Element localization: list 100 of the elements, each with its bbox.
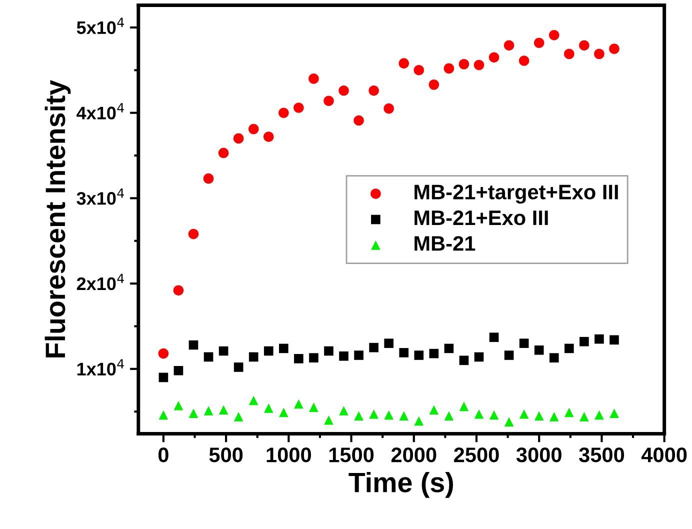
x-tick-label: 2500 xyxy=(454,448,499,462)
x-tick-label: 2000 xyxy=(391,448,436,462)
point xyxy=(234,412,244,422)
point xyxy=(580,336,589,346)
point xyxy=(354,115,364,126)
point xyxy=(339,351,348,361)
point xyxy=(294,354,304,364)
point xyxy=(308,74,319,84)
point xyxy=(294,102,304,113)
point xyxy=(518,56,530,66)
point xyxy=(594,334,604,344)
x-tick-label: 1000 xyxy=(266,448,311,462)
point xyxy=(384,338,394,348)
point xyxy=(324,346,334,356)
point xyxy=(474,409,484,419)
point xyxy=(444,344,454,354)
point xyxy=(278,408,288,418)
point xyxy=(354,350,364,360)
point xyxy=(233,133,244,144)
y-tick-label: 5x10$^{4}$ xyxy=(76,18,124,34)
point xyxy=(368,85,379,96)
point xyxy=(204,352,214,362)
point xyxy=(278,344,288,354)
point xyxy=(444,411,454,421)
point xyxy=(534,345,544,355)
point xyxy=(564,408,574,418)
point xyxy=(218,148,229,158)
point xyxy=(339,406,348,416)
point xyxy=(384,410,394,420)
point xyxy=(610,408,619,418)
point xyxy=(489,332,499,342)
point xyxy=(173,285,184,296)
point xyxy=(504,350,514,360)
point xyxy=(414,65,424,76)
point xyxy=(158,372,168,382)
point xyxy=(594,48,604,60)
y-tick-label: 3x10$^{4}$ xyxy=(76,188,124,205)
point xyxy=(248,352,258,362)
point xyxy=(459,356,469,366)
point xyxy=(384,103,394,114)
legend-label: MB-21 xyxy=(414,236,476,251)
y-tick-label: 4x10$^{4}$ xyxy=(76,103,124,120)
point xyxy=(218,405,228,415)
point xyxy=(398,58,410,68)
point xyxy=(278,108,289,118)
point xyxy=(429,348,439,358)
point xyxy=(458,59,470,70)
point xyxy=(324,415,334,425)
point xyxy=(580,412,589,422)
point xyxy=(609,44,620,54)
point xyxy=(263,132,274,142)
point xyxy=(549,353,559,362)
point xyxy=(188,228,199,240)
point xyxy=(610,335,619,345)
point xyxy=(564,48,574,60)
point xyxy=(158,348,169,359)
point xyxy=(354,411,364,421)
point xyxy=(188,408,198,418)
point xyxy=(234,362,244,372)
point xyxy=(519,409,529,419)
x-tick-label: 3000 xyxy=(516,448,562,462)
point xyxy=(294,399,304,409)
point xyxy=(594,410,604,420)
point xyxy=(399,348,409,358)
point xyxy=(488,52,500,63)
point xyxy=(564,344,574,354)
x-tick-label: 3500 xyxy=(579,448,624,462)
y-tick-label: 2x10$^{4}$ xyxy=(76,274,124,290)
point xyxy=(414,416,424,426)
point xyxy=(579,40,590,51)
x-tick-label: 4000 xyxy=(641,448,687,462)
point xyxy=(474,352,484,362)
legend-label: MB-21+target+Exo III xyxy=(414,184,618,204)
point xyxy=(248,124,259,134)
point xyxy=(338,85,349,96)
point xyxy=(548,30,560,40)
point xyxy=(218,346,228,356)
x-tick-label: 500 xyxy=(209,448,243,462)
point xyxy=(324,96,334,106)
point xyxy=(444,63,454,74)
point xyxy=(188,340,198,350)
point xyxy=(158,410,168,420)
point xyxy=(429,405,439,415)
point xyxy=(459,402,469,412)
point xyxy=(534,411,544,421)
point xyxy=(534,38,544,48)
x-tick-label: 1500 xyxy=(329,448,374,462)
point xyxy=(504,40,514,51)
point xyxy=(369,342,378,352)
point xyxy=(309,402,318,412)
point xyxy=(504,417,514,426)
x-tick-label: 0 xyxy=(158,448,168,462)
point xyxy=(204,406,214,416)
legend-label: MB-21+Exo III xyxy=(414,210,548,226)
x-axis-title: Time (s) xyxy=(348,472,453,498)
point xyxy=(428,80,440,90)
point xyxy=(399,411,409,421)
point xyxy=(203,173,214,184)
point xyxy=(369,409,378,419)
point xyxy=(248,396,258,406)
